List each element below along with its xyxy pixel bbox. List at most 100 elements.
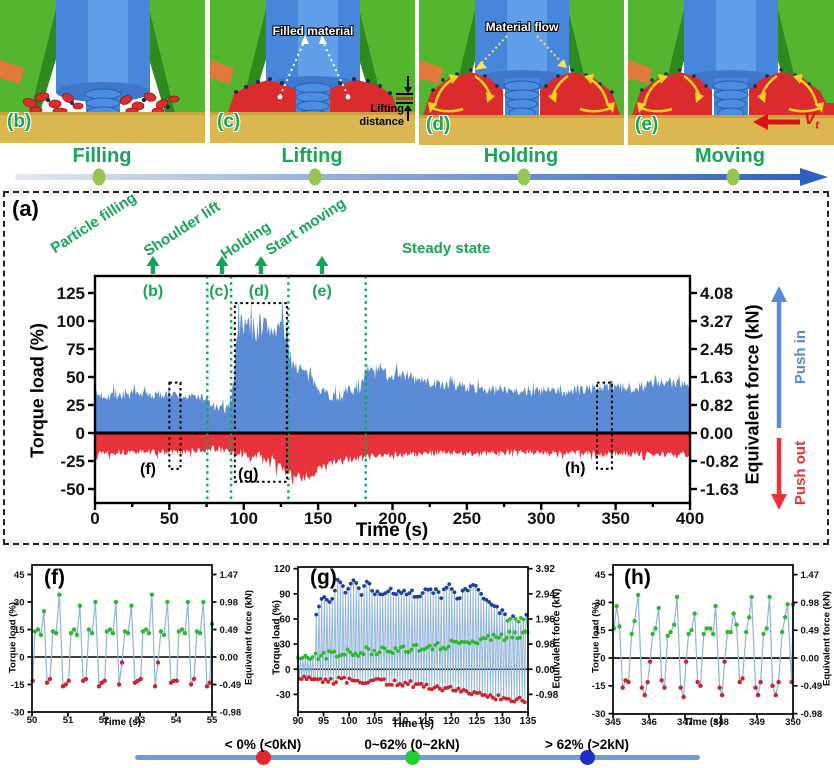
data-marker [439, 596, 444, 600]
f-y-title-right: Equivalent force (kN) [243, 589, 255, 686]
data-marker [317, 604, 321, 609]
tick-label: 95 [318, 716, 330, 727]
tick-label: 50 [27, 715, 38, 726]
data-marker [761, 631, 766, 637]
data-marker [346, 587, 351, 591]
tick-label: 90 [292, 716, 304, 727]
data-marker [485, 695, 490, 699]
data-marker [326, 679, 331, 684]
data-marker [446, 644, 451, 649]
data-marker [406, 650, 411, 654]
tick-label: 345 [605, 717, 622, 728]
region-label-b: (b) [142, 283, 164, 300]
data-marker [41, 609, 47, 614]
data-marker [345, 647, 350, 652]
data-marker [374, 677, 378, 681]
data-marker [386, 589, 390, 594]
tick-label: 0.98 [801, 598, 820, 609]
data-marker [681, 694, 686, 700]
data-marker [310, 655, 315, 659]
data-marker [185, 599, 191, 605]
data-marker [110, 631, 116, 636]
data-marker [620, 685, 625, 690]
data-marker [324, 656, 329, 661]
data-marker [313, 651, 318, 656]
tick-label: 115 [418, 716, 435, 727]
material-flow-pointer-arrows [478, 35, 564, 67]
data-marker [782, 615, 788, 620]
tick-label: 100 [57, 312, 85, 331]
tick-label: 52 [99, 715, 110, 726]
panel-d-label: (d) [426, 114, 451, 135]
data-marker [508, 617, 513, 621]
tick-label: -50 [60, 480, 85, 499]
legend-label-above-62: > 62% (>2kN) [544, 737, 630, 752]
event-arrow-icon [254, 256, 268, 266]
push_out-area [95, 433, 690, 486]
holding-schematic-illustration [419, 0, 624, 145]
data-marker [179, 627, 185, 632]
data-marker [353, 651, 358, 656]
data-marker [402, 588, 406, 593]
data-marker [420, 591, 425, 595]
data-marker [321, 650, 326, 655]
data-marker [320, 680, 325, 685]
filled-material-label: Filled material [272, 24, 354, 38]
data-marker [176, 629, 182, 634]
tick-label: 0 [19, 652, 24, 663]
data-marker [341, 584, 345, 588]
tick-label: -0.98 [536, 690, 559, 701]
tick-label: 350 [601, 509, 629, 528]
tick-label: 0 [90, 509, 99, 528]
data-marker [129, 603, 134, 608]
data-marker [143, 627, 149, 632]
tick-label: 0.98 [536, 640, 556, 651]
data-marker [453, 688, 458, 693]
lifting-distance-indicator [396, 76, 413, 121]
tick-label: 45 [595, 570, 606, 581]
data-marker [410, 588, 414, 593]
data-marker [361, 652, 366, 657]
tick-label: -0.49 [220, 680, 242, 691]
data-marker [493, 697, 498, 702]
event-arrow-icon [146, 256, 160, 266]
data-marker [674, 594, 680, 600]
tick-label: 60 [279, 614, 291, 625]
data-marker [122, 629, 128, 634]
data-marker [330, 597, 335, 601]
data-marker [746, 615, 752, 620]
data-marker [507, 629, 512, 634]
data-marker [418, 594, 422, 599]
data-marker [722, 659, 727, 664]
data-marker [414, 643, 419, 647]
push-out-label: Push out [792, 440, 809, 506]
data-marker [617, 624, 622, 629]
tick-label: -0.82 [700, 452, 739, 471]
timeline-dot-moving [726, 168, 740, 186]
plot-frame [297, 566, 529, 713]
data-marker [416, 682, 421, 686]
data-marker [785, 602, 790, 607]
event-arrow-icon [215, 256, 229, 266]
data-marker [396, 649, 400, 653]
inset-label-f: (f) [140, 461, 156, 478]
data-marker [614, 603, 619, 609]
data-marker [438, 647, 443, 652]
data-marker [342, 652, 347, 657]
data-marker [497, 611, 502, 616]
plot-frame [612, 564, 794, 715]
data-marker [656, 605, 661, 611]
h-y-title-right: Equivalent force (kN) [821, 590, 833, 687]
tick-label: 50 [66, 368, 85, 387]
data-marker [512, 699, 517, 704]
mini-chart-g-label: (g) [310, 566, 337, 589]
tick-label: 350 [785, 717, 801, 728]
data-marker [424, 682, 429, 687]
f-x-axis-title: Time (s) [102, 717, 142, 728]
data-marker [348, 581, 353, 586]
tick-label: 130 [494, 716, 511, 727]
data-marker [174, 678, 179, 683]
data-marker [713, 603, 718, 609]
data-marker [374, 652, 379, 657]
